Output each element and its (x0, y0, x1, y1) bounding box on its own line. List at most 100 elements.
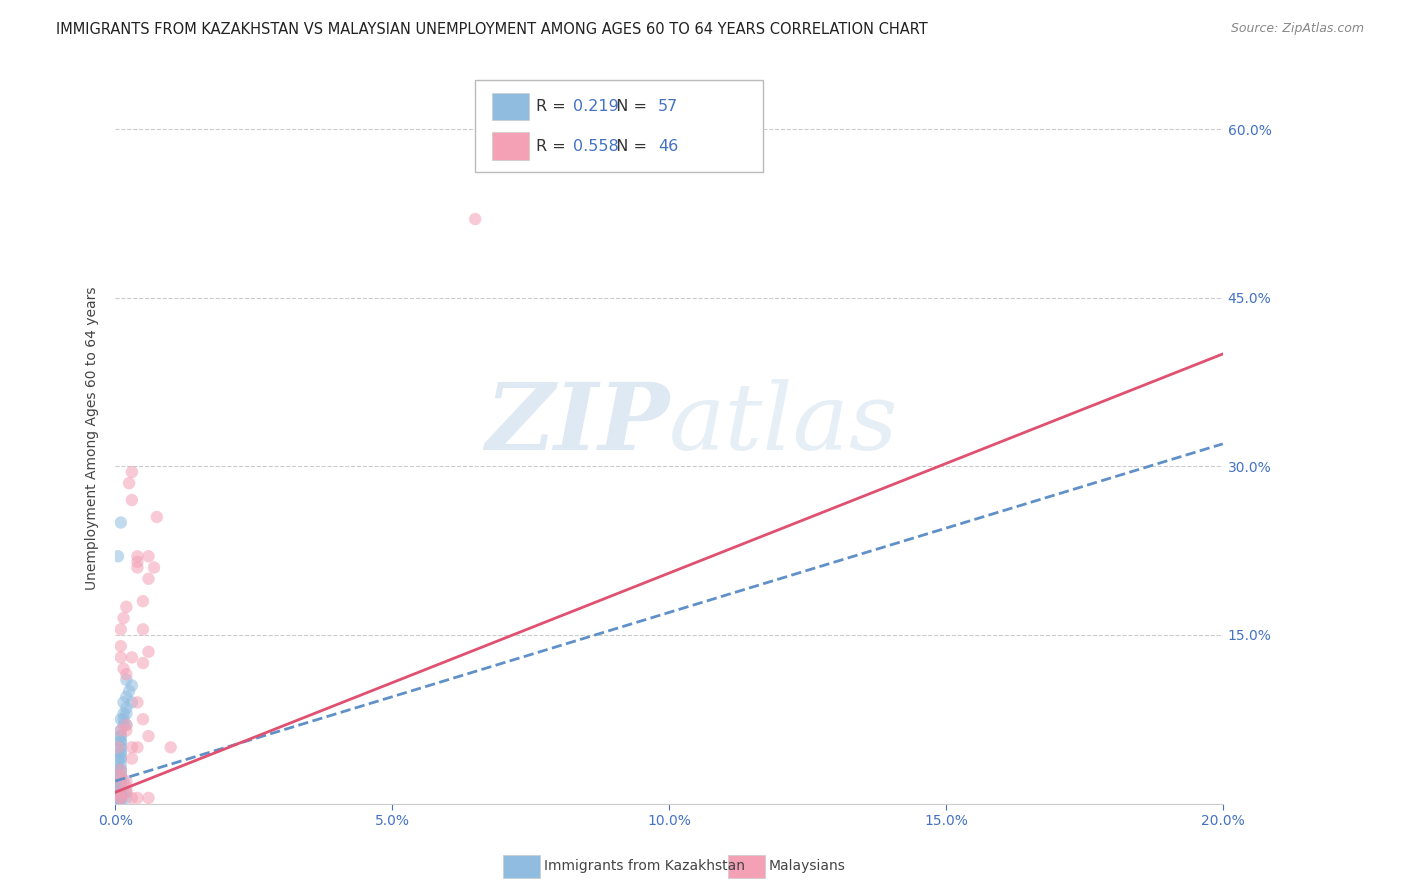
Y-axis label: Unemployment Among Ages 60 to 64 years: Unemployment Among Ages 60 to 64 years (86, 286, 100, 590)
Text: ZIP: ZIP (485, 378, 669, 468)
Point (138, 729, 160, 743)
FancyBboxPatch shape (492, 132, 530, 160)
Point (121, 791, 143, 805)
Point (107, 791, 129, 805)
Text: Immigrants from Kazakhstan: Immigrants from Kazakhstan (544, 859, 745, 873)
Point (107, 791, 129, 805)
Point (138, 645, 160, 659)
Point (110, 757, 132, 772)
Point (112, 706, 135, 721)
Point (112, 718, 135, 732)
Point (132, 594, 155, 608)
Point (138, 572, 160, 586)
Point (110, 793, 132, 807)
Point (110, 740, 132, 755)
Point (112, 774, 135, 789)
Point (107, 785, 129, 799)
Point (115, 718, 138, 732)
Point (110, 785, 132, 799)
Point (127, 555, 149, 569)
Point (110, 791, 132, 805)
Point (159, 740, 181, 755)
Point (110, 774, 132, 789)
Text: N =: N = (606, 99, 652, 114)
Point (107, 785, 129, 799)
Point (110, 516, 132, 530)
Point (127, 549, 149, 564)
Point (110, 763, 132, 777)
Point (132, 623, 155, 637)
Point (112, 712, 135, 726)
Point (107, 785, 129, 799)
Text: 57: 57 (658, 99, 678, 114)
Point (138, 791, 160, 805)
Point (112, 662, 135, 676)
Point (107, 791, 129, 805)
Point (110, 768, 132, 782)
Point (110, 785, 132, 799)
Point (115, 780, 138, 794)
Point (127, 695, 149, 709)
Point (115, 718, 138, 732)
Point (121, 465, 143, 479)
Point (127, 740, 149, 755)
Point (107, 763, 129, 777)
Point (110, 746, 132, 760)
Text: Source: ZipAtlas.com: Source: ZipAtlas.com (1230, 22, 1364, 36)
Point (464, 212, 486, 227)
Point (110, 791, 132, 805)
Point (107, 751, 129, 765)
Point (107, 768, 129, 782)
Point (110, 763, 132, 777)
Point (110, 735, 132, 749)
Point (107, 794, 129, 808)
Point (110, 712, 132, 726)
Point (110, 729, 132, 743)
Point (115, 701, 138, 715)
Point (112, 611, 135, 625)
Point (115, 673, 138, 687)
Point (115, 690, 138, 704)
Point (121, 679, 143, 693)
Point (110, 740, 132, 755)
FancyBboxPatch shape (475, 80, 763, 171)
Point (127, 560, 149, 574)
Text: IMMIGRANTS FROM KAZAKHSTAN VS MALAYSIAN UNEMPLOYMENT AMONG AGES 60 TO 64 YEARS C: IMMIGRANTS FROM KAZAKHSTAN VS MALAYSIAN … (56, 22, 928, 37)
Point (107, 780, 129, 794)
Point (107, 740, 129, 755)
Point (107, 791, 129, 805)
Point (110, 746, 132, 760)
Point (107, 549, 129, 564)
Point (110, 723, 132, 738)
Point (110, 763, 132, 777)
Point (121, 493, 143, 508)
Point (115, 774, 138, 789)
Point (118, 684, 141, 698)
Point (115, 706, 138, 721)
Text: Malaysians: Malaysians (769, 859, 846, 873)
Point (112, 695, 135, 709)
Point (110, 791, 132, 805)
Point (110, 623, 132, 637)
Text: atlas: atlas (669, 378, 898, 468)
Text: 46: 46 (658, 138, 678, 153)
Point (115, 723, 138, 738)
Point (110, 774, 132, 789)
Point (110, 751, 132, 765)
Point (115, 785, 138, 799)
Point (115, 667, 138, 681)
Point (110, 780, 132, 794)
Point (115, 599, 138, 614)
Point (115, 785, 138, 799)
Point (143, 560, 166, 574)
Point (138, 549, 160, 564)
Point (121, 751, 143, 765)
Point (118, 476, 141, 491)
Point (110, 729, 132, 743)
Point (121, 740, 143, 755)
Point (107, 774, 129, 789)
Text: 0.558: 0.558 (572, 138, 619, 153)
Text: N =: N = (606, 138, 652, 153)
Point (110, 774, 132, 789)
Point (110, 768, 132, 782)
